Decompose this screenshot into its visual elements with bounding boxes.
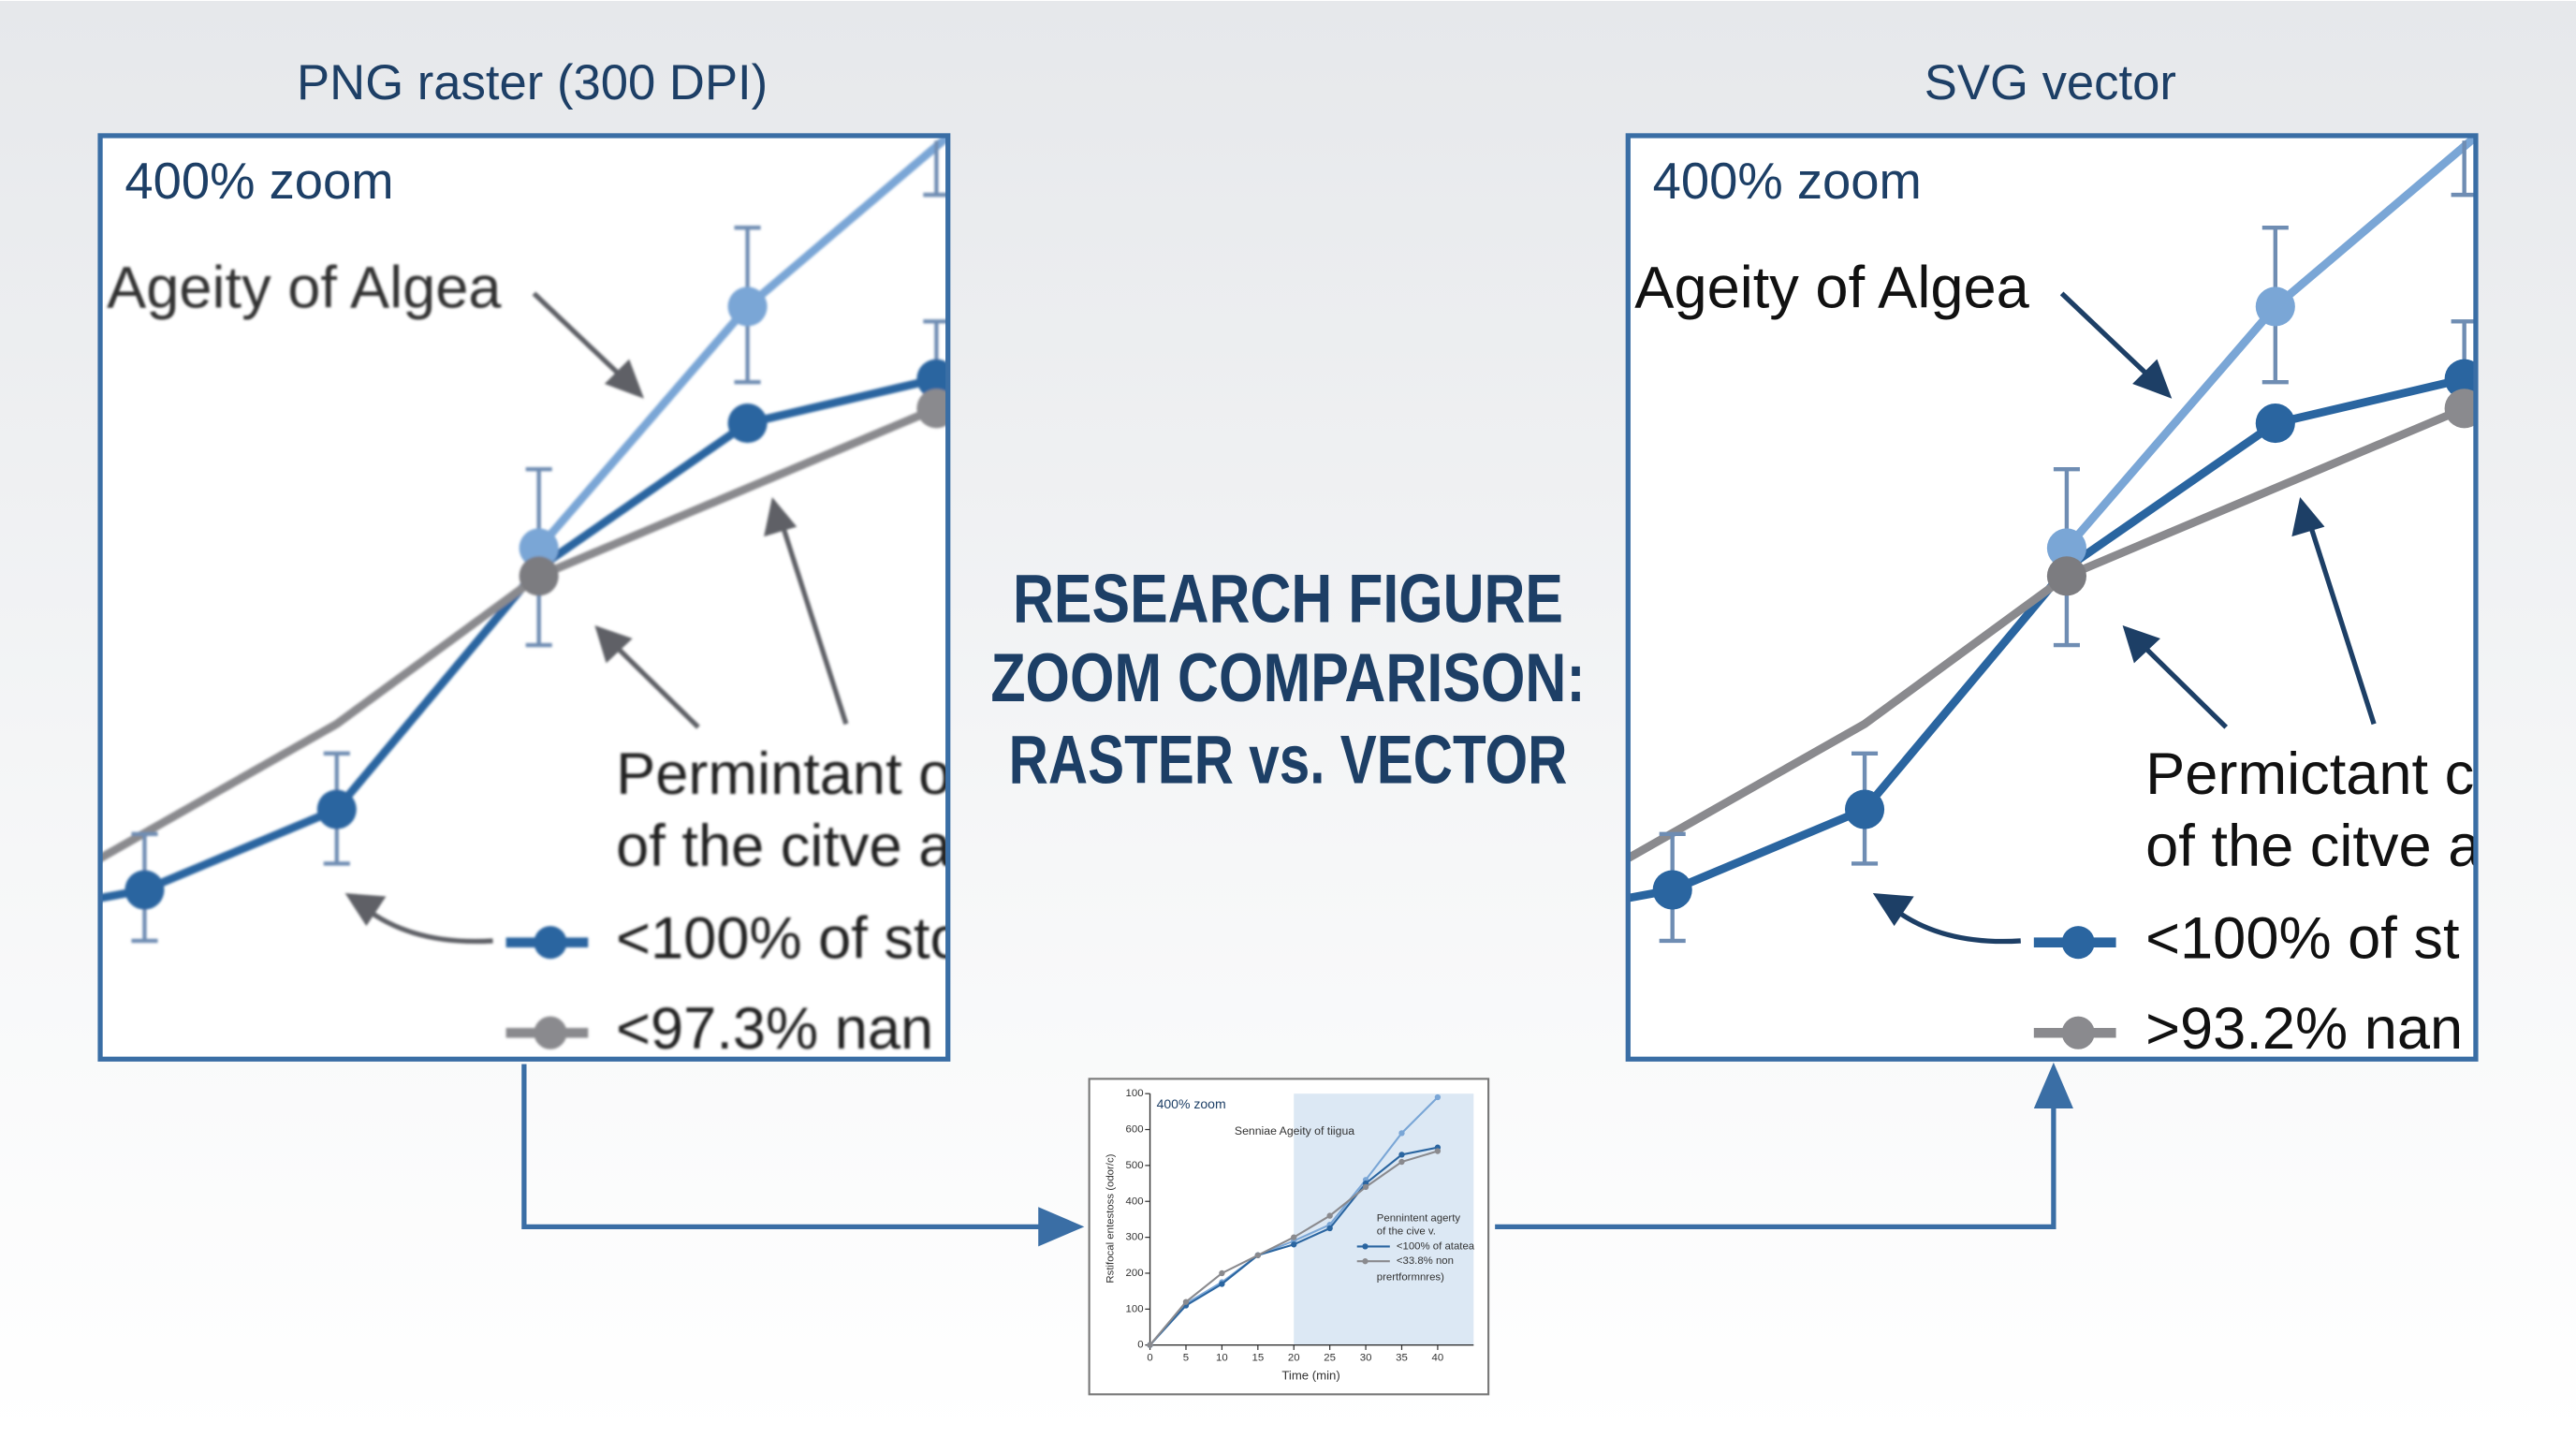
title-line: RASTER vs. VECTOR [1009, 721, 1568, 799]
y-tick-label: 200 [1126, 1268, 1144, 1279]
y-axis-label: Rstifocal entestoss (odor/c) [1105, 1153, 1116, 1283]
legend-text: of the cive v. [1377, 1226, 1436, 1238]
x-tick-label: 20 [1288, 1353, 1300, 1364]
legend-text: <97.3% nan [616, 996, 933, 1062]
panel-border [97, 133, 951, 1062]
zoomed-figure: Ageity of Algea Permintant o of the citv… [82, 132, 963, 1062]
panel-border [1625, 133, 2479, 1062]
data-point [1219, 1269, 1225, 1277]
connector [521, 1064, 1052, 1229]
legend-marker [1362, 1243, 1368, 1250]
data-point [1147, 1342, 1153, 1348]
legend-text: <100% of atatea [1397, 1240, 1475, 1252]
y-tick-label: 300 [1126, 1232, 1144, 1243]
connector [1495, 1098, 2056, 1229]
data-point [1398, 1152, 1405, 1158]
data-point [1182, 1299, 1190, 1305]
x-tick-label: 0 [1147, 1353, 1152, 1364]
data-point [1291, 1234, 1297, 1240]
legend-text: >93.2% nan [2145, 996, 2463, 1062]
legend-text: of the citve a [616, 814, 952, 879]
thumbnail-chart: 0 100 200 300 400 500 600 100 0 5 10 15 20 25 30 35 40 40… [1105, 1088, 1474, 1382]
legend-text: Pennintent agerty [1377, 1213, 1461, 1225]
y-tick-label: 100 [1126, 1088, 1144, 1099]
legend-text: <33.8% non [1397, 1255, 1454, 1267]
title-line: ZOOM COMPARISON: [990, 638, 1585, 716]
legend-text: Permictant c [2145, 741, 2474, 807]
data-point [1398, 1158, 1405, 1166]
y-tick-label: 0 [1137, 1340, 1143, 1351]
legend-text: of the citve a [2145, 814, 2481, 879]
data-point [1398, 1130, 1405, 1137]
zoom-label: 400% zoom [124, 153, 393, 210]
annotation: Ageity of Algea [1634, 255, 2029, 320]
thumbnail-title: Senniae Ageity of tiigua [1235, 1124, 1354, 1137]
data-point [1326, 1225, 1333, 1232]
legend-text: Permintant o [616, 741, 951, 807]
legend-text: <100% of sto [616, 905, 963, 971]
data-point [1291, 1241, 1297, 1248]
x-tick-label: 30 [1360, 1353, 1372, 1364]
data-point [1362, 1183, 1369, 1191]
connectors [521, 1064, 2056, 1229]
panel-label: SVG vector [1925, 55, 2176, 110]
data-point [1434, 1148, 1442, 1154]
y-tick-label: 600 [1126, 1124, 1144, 1136]
y-tick-label: 100 [1126, 1303, 1144, 1314]
x-axis-label: Time (min) [1281, 1369, 1339, 1383]
x-tick-label: 25 [1324, 1353, 1336, 1364]
data-point [1254, 1252, 1261, 1258]
y-tick-label: 400 [1126, 1196, 1144, 1207]
data-point [1326, 1212, 1333, 1219]
legend-marker [1362, 1258, 1368, 1265]
x-tick-label: 40 [1432, 1353, 1444, 1364]
main-title: RESEARCH FIGURE ZOOM COMPARISON: RASTER … [990, 560, 1585, 799]
zoom-label: 400% zoom [1653, 153, 1922, 210]
x-tick-label: 5 [1183, 1353, 1189, 1364]
vector-panel: Ageity of Algea Permictant c of the citv… [1610, 132, 2481, 1062]
title-line: RESEARCH FIGURE [1013, 560, 1563, 638]
annotation: Ageity of Algea [107, 255, 502, 320]
panel-label: PNG raster (300 DPI) [297, 55, 768, 110]
x-tick-label: 10 [1216, 1353, 1228, 1364]
legend-text: prertformnres) [1377, 1272, 1444, 1284]
arrowhead [1038, 1207, 1085, 1247]
x-tick-label: 15 [1251, 1353, 1264, 1364]
y-tick-label: 500 [1126, 1160, 1144, 1171]
zoom-label: 400% zoom [1157, 1096, 1226, 1111]
legend-text: <100% of st [2145, 905, 2460, 971]
arrowhead [2033, 1062, 2073, 1108]
data-point [1434, 1093, 1442, 1101]
raster-panel: Ageity of Algea Permintant o of the citv… [82, 132, 963, 1062]
x-tick-label: 35 [1396, 1353, 1408, 1364]
data-point [1219, 1281, 1225, 1287]
